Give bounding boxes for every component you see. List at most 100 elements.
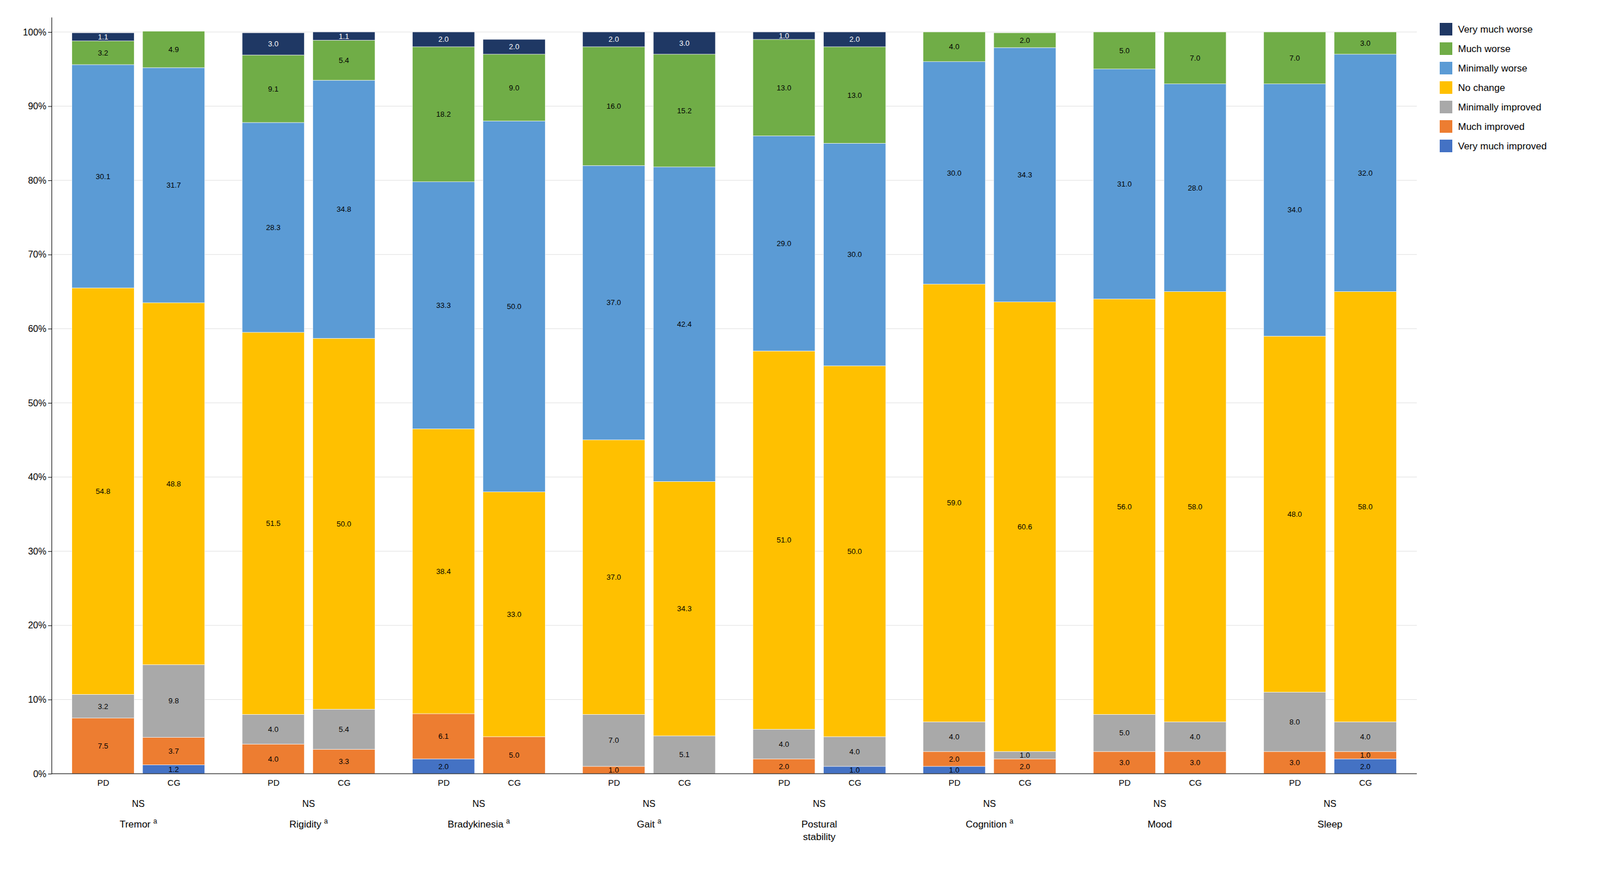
legend-swatch [1439,81,1453,94]
tick: 50% [28,398,52,409]
bar-segment [923,284,986,723]
tick-label: 10% [28,694,47,705]
tick-label: 80% [28,175,47,186]
bar-segment [72,287,135,695]
group-label: Rigidity a [289,817,328,831]
tick: 10% [28,694,52,705]
tick-mark [48,32,52,33]
tick-label: PD [267,777,280,788]
series [72,32,886,55]
bar-segment [993,32,1057,48]
bar-segment [923,31,986,33]
bar-segment [752,39,816,136]
data-label: 9.1 [267,84,279,94]
legend-label: Minimally worse [1458,62,1528,74]
data-label: 5.0 [1119,46,1130,55]
tick: CG [1018,777,1033,788]
tick: PD [778,777,791,788]
data-label: 7.0 [1289,53,1301,63]
bar-segment [142,31,205,69]
tick: CG [678,777,692,788]
axis-line [51,17,53,775]
y-axis: 0%10%20%30%40%50%60%70%80%90%100% [22,17,52,780]
bar-segment [752,135,816,351]
bar-segment [142,664,205,738]
bar-segment [1093,31,1156,33]
data-label: 31.7 [166,180,181,190]
bar-segment [582,440,646,715]
legend-item: Very much improved [1439,139,1547,153]
data-label: 13.0 [847,91,862,100]
data-label: 2.0 [438,762,449,772]
data-label: 4.9 [168,45,179,54]
data-label: 1.0 [1019,751,1030,760]
data-label: 3.0 [678,38,690,48]
data-label: 28.3 [266,223,281,232]
data-label: 7.0 [608,736,619,745]
bar-segment [1163,31,1227,33]
bar-segment [823,143,887,366]
data-label: 4.0 [267,725,279,734]
group-sublabel: NS [1323,799,1337,809]
tick-mark [48,328,52,330]
tick-label: 70% [28,249,47,260]
tick-label: CG [678,777,692,788]
data-label: 30.1 [95,172,110,181]
data-label: 1.0 [778,31,789,41]
tick: PD [1289,777,1302,788]
bars [72,31,1397,774]
group-label: Cognition a [965,817,1014,831]
tick-label: PD [1118,777,1131,788]
plot: 1.22.01.01.02.07.53.74.03.36.15.01.02.02… [22,17,1417,844]
data-label: 30.0 [946,168,962,178]
grid [51,32,1417,774]
tick-mark [48,403,52,404]
legend-swatch [1439,42,1453,55]
grid-line [51,773,1417,775]
bar-segment [312,40,375,81]
data-label: 2.0 [778,762,789,772]
data-label: 3.2 [97,702,109,711]
bar-segment [242,32,305,55]
bar-segment [1334,291,1397,723]
bar-segment [1334,32,1397,55]
data-label: 4.0 [1190,732,1201,742]
bar-segment [242,714,305,745]
tick-label: CG [1358,777,1373,788]
data-label: 2.0 [438,34,449,44]
data-label: 30.0 [847,250,862,259]
bar-segment [582,32,646,47]
data-label: 54.8 [95,487,110,496]
bar-segment [582,714,646,767]
bar-segment [483,54,546,122]
data-label: 37.0 [606,298,621,307]
bar-segment [412,182,475,430]
bar-segment [412,759,475,774]
data-label: 4.0 [778,740,789,749]
data-label: 5.1 [678,750,690,760]
tick-label: 60% [28,324,47,334]
data-label: 18.2 [436,109,451,119]
bar-segment [1163,751,1227,774]
bar-segment [582,165,646,441]
tick-label: PD [437,777,450,788]
group-sublabel: NS [302,799,315,809]
data-label: 50.0 [506,302,521,311]
data-label: 50.0 [336,519,351,529]
data-label: 1.0 [849,765,860,775]
bar-segment [483,120,546,492]
series [72,47,1397,492]
bar-segment [142,30,205,32]
data-label: 48.8 [166,479,181,489]
legend-item: Minimally improved [1439,100,1542,114]
data-label: 15.2 [677,106,692,116]
bar-segment [1093,69,1156,300]
tick-mark [48,551,52,552]
data-label: 31.0 [1117,179,1132,189]
tick-label: 50% [28,398,47,409]
data-label: 3.7 [168,747,179,756]
data-label: 2.0 [1019,36,1030,45]
bar-segment [823,736,887,767]
legend-label: Very much worse [1458,24,1533,35]
bar-segment [1093,714,1156,752]
